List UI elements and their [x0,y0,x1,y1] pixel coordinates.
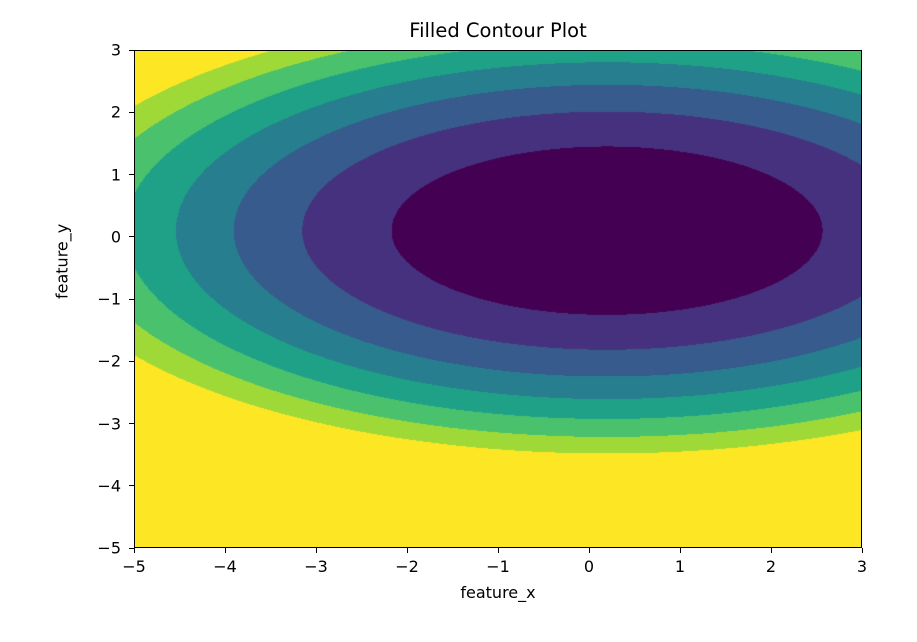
figure: Filled Contour Plot −5 −4 −3 −2 −1 0 1 2 3 −5 −4 −… [0,0,917,642]
y-tick-mark [129,236,134,237]
y-tick-label: 2 [111,103,121,122]
x-tick-mark [498,548,499,553]
x-tick-mark [225,548,226,553]
x-tick-label: −4 [213,557,237,576]
y-tick-mark [129,50,134,51]
y-tick-label: 0 [111,227,121,246]
x-tick-mark [134,548,135,553]
y-tick-label: −2 [97,352,121,371]
x-tick-label: 0 [584,557,594,576]
x-tick-mark [316,548,317,553]
x-tick-mark [407,548,408,553]
y-tick-label: −1 [97,290,121,309]
chart-title: Filled Contour Plot [134,19,862,42]
x-axis-label: feature_x [134,583,862,602]
x-tick-label: −5 [122,557,146,576]
y-tick-mark [129,423,134,424]
y-tick-mark [129,361,134,362]
x-tick-label: 1 [675,557,685,576]
y-tick-label: −4 [97,476,121,495]
y-tick-label: 1 [111,165,121,184]
x-tick-label: 2 [766,557,776,576]
x-tick-label: −1 [486,557,510,576]
x-tick-mark [771,548,772,553]
x-tick-mark [589,548,590,553]
y-tick-label: −3 [97,414,121,433]
filled-contour-surface [134,50,862,548]
y-tick-mark [129,299,134,300]
x-tick-mark [680,548,681,553]
y-tick-mark [129,485,134,486]
y-tick-mark [129,112,134,113]
y-tick-label: 3 [111,41,121,60]
x-tick-mark [862,548,863,553]
y-tick-label: −5 [97,539,121,558]
x-tick-label: −2 [395,557,419,576]
y-tick-mark [129,174,134,175]
x-tick-label: −3 [304,557,328,576]
x-tick-label: 3 [857,557,867,576]
y-tick-mark [129,548,134,549]
plot-area [134,50,862,548]
